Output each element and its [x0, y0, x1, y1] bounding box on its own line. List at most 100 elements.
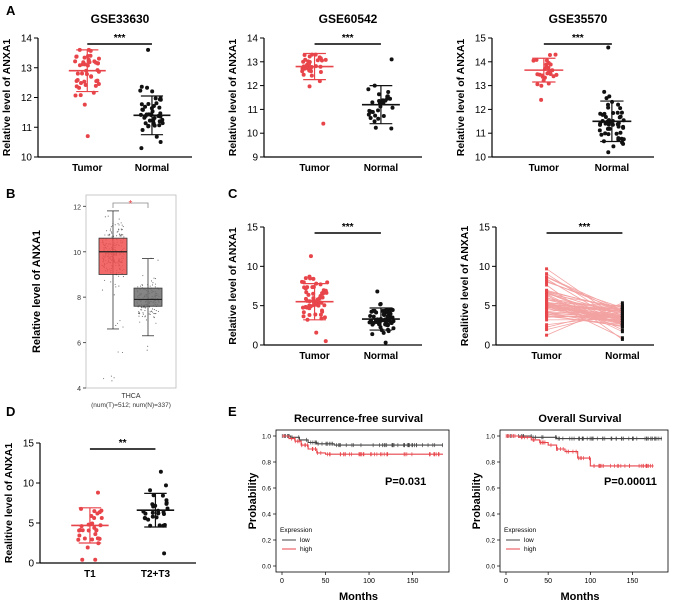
data-point: [545, 280, 549, 284]
data-point: [385, 323, 390, 328]
data-point: [317, 55, 322, 60]
data-point: [122, 225, 124, 228]
chart-c2: 0 5 10 15 Realitive level of ANXA1 Tumor Norma…: [459, 222, 654, 362]
x-tick-label: Normal: [364, 351, 399, 362]
pair-line: [546, 313, 623, 322]
data-point: [300, 69, 305, 74]
data-point: [80, 557, 85, 562]
data-point: [381, 330, 386, 335]
data-point: [118, 275, 120, 277]
data-point: [301, 72, 306, 77]
data-point: [162, 551, 167, 556]
data-point: [545, 333, 549, 337]
data-point: [160, 121, 165, 126]
data-point: [160, 493, 165, 498]
legend-title: Expression: [280, 527, 313, 534]
significance-label: ***: [114, 33, 126, 44]
data-point: [314, 330, 319, 335]
x-tick-label: Normal: [364, 163, 399, 174]
y-axis-label: Relative level of ANXA1: [31, 230, 43, 353]
y-tick-label: 15: [247, 223, 259, 234]
y-tick-label: 5: [28, 519, 34, 530]
data-point: [148, 488, 153, 493]
data-point: [110, 375, 112, 377]
data-point: [156, 511, 161, 516]
pair-line: [546, 301, 623, 313]
data-point: [120, 222, 122, 224]
data-point: [308, 254, 313, 259]
data-point: [155, 312, 157, 315]
data-point: [371, 308, 376, 313]
data-point: [323, 339, 328, 344]
data-point: [118, 285, 120, 287]
data-point: [117, 230, 119, 232]
data-point: [620, 301, 624, 305]
data-point: [150, 514, 155, 519]
data-point: [110, 231, 112, 233]
data-point: [142, 313, 144, 315]
x-tick-label: 150: [407, 578, 419, 585]
x-axis-sublabel: (num(T)=512; num(N)=337): [91, 402, 171, 409]
data-point: [545, 272, 549, 276]
y-tick-label: 13: [247, 57, 259, 68]
x-tick-label: Tumor: [72, 163, 102, 174]
data-point: [74, 54, 79, 59]
data-point: [151, 493, 156, 498]
data-point: [157, 97, 162, 102]
y-tick-label: 6: [77, 341, 81, 348]
data-point: [620, 319, 624, 323]
data-point: [143, 104, 148, 109]
data-point: [110, 226, 112, 228]
x-tick-label: 50: [322, 578, 330, 585]
data-point: [96, 61, 101, 66]
y-tick-label: 11: [22, 123, 33, 134]
data-point: [307, 313, 312, 318]
data-point: [154, 286, 156, 288]
data-point: [545, 307, 549, 311]
x-tick-label: T2+T3: [141, 569, 171, 580]
data-point: [548, 72, 553, 77]
data-point: [121, 224, 123, 226]
data-point: [164, 501, 169, 506]
data-point: [137, 286, 139, 288]
data-point: [140, 309, 142, 311]
data-point: [616, 102, 621, 107]
data-point: [79, 80, 84, 85]
data-point: [311, 303, 316, 308]
data-point: [93, 532, 98, 537]
data-point: [90, 521, 95, 526]
data-point: [390, 105, 395, 110]
data-point: [121, 228, 123, 231]
y-tick-label: 8: [77, 295, 81, 302]
data-point: [95, 490, 100, 495]
data-point: [93, 83, 98, 88]
y-axis-label: Relative level of ANXA1: [227, 39, 239, 157]
data-point: [96, 56, 101, 61]
pair-line: [546, 295, 623, 333]
data-point: [87, 60, 92, 65]
box: [133, 287, 163, 307]
y-tick-label: 12: [247, 81, 259, 92]
data-point: [90, 537, 95, 542]
data-point: [372, 119, 377, 124]
x-tick-label: Tumor: [529, 163, 559, 174]
y-tick-label: 0.8: [486, 460, 495, 467]
data-point: [306, 292, 311, 297]
data-point: [158, 111, 163, 116]
data-point: [154, 278, 157, 280]
data-point: [92, 509, 97, 514]
data-point: [598, 122, 603, 127]
legend-title: Expression: [504, 527, 537, 534]
chart-a1: GSE33630 10 11 12 13 14 Relative level of ANXA…: [1, 12, 192, 174]
data-point: [383, 340, 388, 345]
data-point: [154, 101, 159, 106]
data-point: [606, 150, 611, 155]
pair-line: [546, 307, 623, 315]
data-point: [535, 82, 540, 87]
data-point: [304, 290, 309, 295]
data-point: [620, 337, 624, 341]
data-point: [150, 510, 155, 515]
y-tick-label: 10: [475, 153, 487, 164]
data-point: [161, 510, 166, 515]
chart-a2: GSE60542 9 10 11 12 13 14 Relative level of ANX…: [227, 12, 422, 174]
